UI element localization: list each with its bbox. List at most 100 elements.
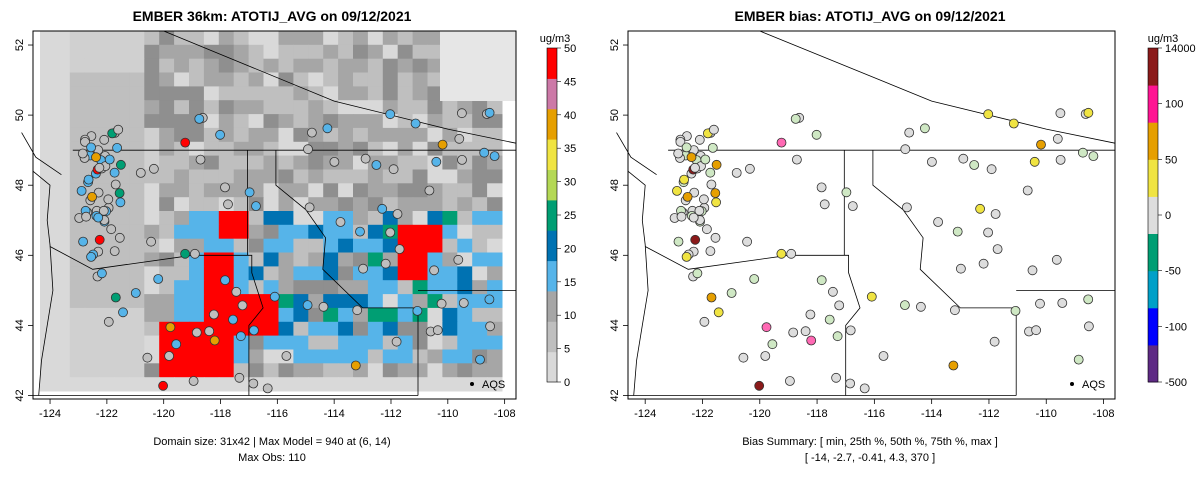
model-cell (203, 141, 220, 157)
model-cell (129, 86, 145, 101)
bias-point (1083, 294, 1094, 305)
model-cell (114, 100, 130, 115)
model-cell (427, 127, 443, 143)
model-cell (472, 183, 488, 198)
model-cell (412, 335, 428, 350)
colorbar-tick-label: 10 (564, 310, 576, 322)
model-cell (69, 169, 86, 184)
model-cell (99, 252, 115, 267)
model-cell (367, 307, 384, 323)
model-cell (248, 100, 264, 115)
obs-point (86, 251, 96, 262)
obs-point (352, 305, 363, 316)
obs-point (322, 123, 333, 134)
model-cell (263, 72, 279, 87)
model-cell (353, 31, 369, 46)
model-cell (248, 86, 264, 101)
model-cell (54, 114, 71, 129)
model-cell (129, 252, 145, 267)
model-cell (487, 114, 503, 129)
obs-point (454, 133, 465, 144)
model-cell (189, 294, 205, 309)
model-cell (40, 294, 56, 309)
model-cell (159, 335, 175, 350)
model-cell (487, 266, 503, 281)
model-cell (218, 238, 235, 253)
model-cell (263, 100, 279, 115)
colorbar-segment (547, 139, 557, 170)
obs-point (77, 148, 88, 159)
x-tick-label: -122 (96, 408, 118, 420)
model-cell (129, 211, 145, 226)
obs-point (281, 351, 292, 361)
model-cell (323, 100, 339, 115)
model-cell (353, 114, 369, 129)
model-cell (129, 127, 145, 143)
model-cell (40, 280, 56, 295)
y-tick-label: 42 (14, 389, 26, 401)
bias-point (920, 123, 930, 134)
model-cell (308, 183, 324, 198)
right-aqs-marker (1070, 382, 1074, 386)
model-cell (278, 127, 294, 143)
model-cell (278, 321, 294, 337)
bias-point (788, 327, 799, 338)
model-cell (367, 141, 384, 157)
model-cell (203, 58, 220, 73)
model-cell (248, 349, 264, 364)
obs-point (180, 248, 191, 259)
model-cell (69, 44, 86, 60)
model-cell (203, 238, 220, 253)
model-cell (84, 86, 101, 101)
model-cell (397, 280, 414, 295)
obs-point (103, 194, 114, 205)
border-line (49, 246, 264, 396)
model-cell (397, 155, 414, 170)
model-cell (397, 321, 414, 337)
model-cell (203, 114, 220, 129)
colorbar-tick-label: 5 (564, 344, 570, 356)
model-cell (487, 169, 503, 184)
model-cell (84, 31, 101, 46)
colorbar-segment (547, 108, 557, 140)
model-cell (114, 335, 130, 350)
bias-point (800, 326, 811, 337)
model-cell (367, 44, 384, 60)
model-cell (442, 238, 458, 253)
model-cell (203, 266, 220, 281)
left-y-axis: 52 50 48 46 44 42 (14, 39, 33, 402)
model-cell (472, 197, 488, 212)
x-tick-label: -112 (380, 408, 401, 420)
right-aqs-label: AQS (1082, 379, 1105, 391)
model-cell (84, 44, 101, 60)
model-cell (353, 252, 369, 267)
obs-point (83, 174, 94, 185)
model-cell (382, 141, 399, 157)
model-cell (84, 349, 101, 364)
model-cell (69, 114, 86, 129)
model-cell (174, 321, 190, 337)
bias-point (745, 163, 755, 174)
model-cell (367, 100, 384, 115)
model-cell (323, 141, 339, 157)
model-cell (159, 100, 175, 115)
bias-point (694, 134, 705, 145)
model-cell (278, 224, 294, 240)
model-cell (263, 44, 279, 60)
model-cell (397, 266, 414, 281)
model-cell (293, 363, 309, 378)
model-cell (382, 86, 399, 101)
obs-point (114, 188, 125, 199)
model-cell (218, 155, 235, 170)
model-cell (99, 44, 115, 60)
obs-point (429, 265, 440, 276)
model-cell (203, 252, 220, 267)
model-cell (338, 183, 354, 198)
obs-point (146, 236, 157, 247)
bias-point (824, 314, 835, 325)
model-cell (427, 280, 443, 295)
model-cell (412, 86, 428, 101)
bias-point (832, 331, 843, 342)
model-cell (174, 86, 190, 101)
model-cell (40, 321, 56, 337)
